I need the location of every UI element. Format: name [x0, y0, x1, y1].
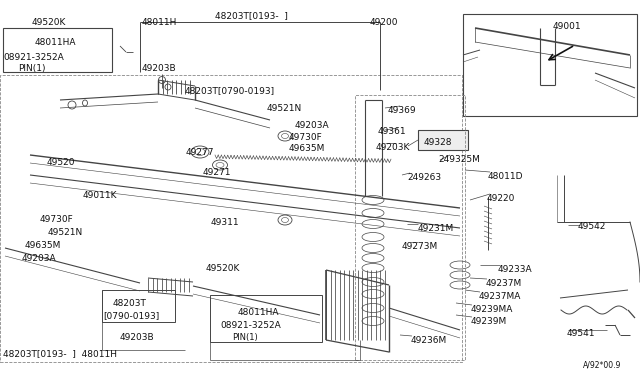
- Text: 49635M: 49635M: [25, 241, 61, 250]
- Text: 249263: 249263: [407, 173, 441, 182]
- Bar: [210, 295, 322, 342]
- Text: 249325M: 249325M: [438, 155, 480, 164]
- Text: 49730F: 49730F: [289, 133, 323, 142]
- Text: 49203K: 49203K: [376, 143, 410, 152]
- Text: 49203B: 49203B: [120, 333, 155, 342]
- Text: 49635M: 49635M: [289, 144, 325, 153]
- Text: [0790-0193]: [0790-0193]: [103, 311, 159, 320]
- Text: 49730F: 49730F: [40, 215, 74, 224]
- Text: 08921-3252A: 08921-3252A: [220, 321, 281, 330]
- Text: 49001: 49001: [553, 22, 582, 31]
- Text: 48203T[0193-  ]  48011H: 48203T[0193- ] 48011H: [3, 349, 117, 358]
- Text: 49361: 49361: [378, 127, 406, 136]
- Text: 49200: 49200: [370, 18, 399, 27]
- Text: 49203A: 49203A: [22, 254, 56, 263]
- Text: 08921-3252A: 08921-3252A: [3, 53, 64, 62]
- Text: 49541: 49541: [567, 329, 595, 338]
- Text: 49328: 49328: [424, 138, 452, 147]
- Text: 49542: 49542: [578, 222, 606, 231]
- Text: 49237M: 49237M: [486, 279, 522, 288]
- Text: 49520K: 49520K: [32, 18, 67, 27]
- Text: 48203T[0790-0193]: 48203T[0790-0193]: [185, 86, 275, 95]
- Text: 49239M: 49239M: [471, 317, 508, 326]
- Text: 49520K: 49520K: [206, 264, 241, 273]
- Text: 49237MA: 49237MA: [479, 292, 522, 301]
- Bar: [0, 75, 462, 362]
- Text: 48203T[0193-  ]: 48203T[0193- ]: [215, 11, 288, 20]
- Text: 49521N: 49521N: [267, 104, 302, 113]
- Text: 48011H: 48011H: [142, 18, 177, 27]
- Text: 49520: 49520: [47, 158, 76, 167]
- Text: PIN(1): PIN(1): [18, 64, 45, 73]
- Text: 49271: 49271: [203, 168, 232, 177]
- Text: 49311: 49311: [211, 218, 239, 227]
- Text: 48011D: 48011D: [488, 172, 524, 181]
- Text: 49236M: 49236M: [411, 336, 447, 345]
- Text: PIN(1): PIN(1): [232, 333, 258, 342]
- Bar: [102, 290, 175, 322]
- Bar: [355, 95, 465, 360]
- Text: 49011K: 49011K: [83, 191, 118, 200]
- Text: 48011HA: 48011HA: [35, 38, 77, 47]
- Text: 49220: 49220: [487, 194, 515, 203]
- Text: 49273M: 49273M: [402, 242, 438, 251]
- Text: 49203A: 49203A: [295, 121, 330, 130]
- Bar: [418, 130, 468, 150]
- Text: 48011HA: 48011HA: [238, 308, 280, 317]
- Text: 49233A: 49233A: [498, 265, 532, 274]
- Bar: [3, 28, 112, 72]
- Text: 48203T: 48203T: [113, 299, 147, 308]
- Bar: [463, 14, 637, 116]
- Text: A/92*00.9: A/92*00.9: [583, 360, 621, 369]
- Text: 49369: 49369: [388, 106, 417, 115]
- Text: 49277: 49277: [186, 148, 214, 157]
- Text: 49203B: 49203B: [142, 64, 177, 73]
- Text: 49239MA: 49239MA: [471, 305, 513, 314]
- Text: 49231M: 49231M: [418, 224, 454, 233]
- Text: 49521N: 49521N: [48, 228, 83, 237]
